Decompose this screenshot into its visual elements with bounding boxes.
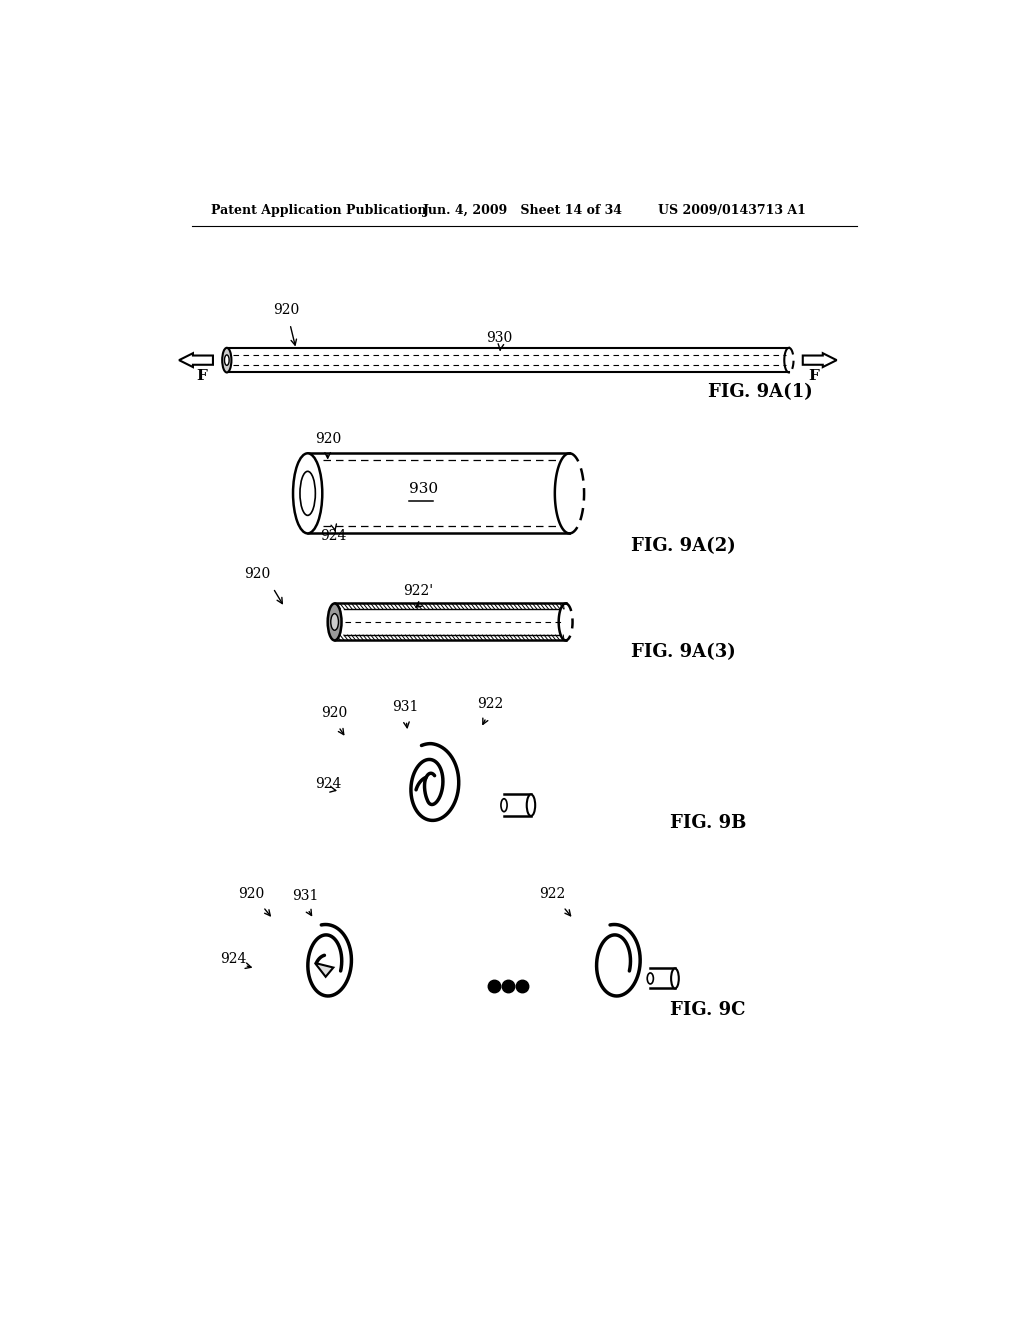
Text: 920: 920	[315, 433, 342, 446]
Text: 920: 920	[245, 568, 270, 581]
Ellipse shape	[671, 969, 679, 989]
Text: FIG. 9A(3): FIG. 9A(3)	[631, 643, 736, 661]
Text: 924: 924	[319, 529, 346, 544]
Text: 920: 920	[273, 304, 299, 317]
Text: 922': 922'	[403, 583, 433, 598]
Polygon shape	[314, 962, 334, 977]
Text: 931: 931	[392, 700, 419, 714]
Text: F: F	[808, 370, 819, 383]
Text: 930: 930	[486, 331, 513, 345]
FancyArrow shape	[803, 354, 837, 367]
Text: F: F	[197, 370, 208, 383]
Ellipse shape	[293, 453, 323, 533]
Text: Jun. 4, 2009   Sheet 14 of 34: Jun. 4, 2009 Sheet 14 of 34	[423, 205, 624, 218]
Text: 924: 924	[220, 952, 246, 966]
Ellipse shape	[328, 603, 342, 640]
Text: FIG. 9C: FIG. 9C	[670, 1001, 745, 1019]
Ellipse shape	[647, 973, 653, 983]
Ellipse shape	[224, 355, 229, 366]
Text: 924: 924	[315, 777, 342, 791]
Text: 930: 930	[410, 482, 438, 496]
Text: Patent Application Publication: Patent Application Publication	[211, 205, 427, 218]
Ellipse shape	[526, 795, 536, 816]
Ellipse shape	[222, 348, 231, 372]
Text: 920: 920	[322, 706, 348, 721]
Ellipse shape	[501, 799, 507, 812]
Text: 922: 922	[477, 697, 504, 711]
Text: 922: 922	[539, 887, 565, 900]
Text: FIG. 9A(1): FIG. 9A(1)	[708, 383, 813, 401]
FancyArrow shape	[179, 354, 213, 367]
Ellipse shape	[331, 614, 339, 630]
Text: 920: 920	[239, 887, 264, 900]
Text: FIG. 9A(2): FIG. 9A(2)	[631, 537, 736, 556]
Text: US 2009/0143713 A1: US 2009/0143713 A1	[658, 205, 806, 218]
Text: 931: 931	[292, 888, 318, 903]
Text: FIG. 9B: FIG. 9B	[670, 814, 745, 833]
Ellipse shape	[300, 471, 315, 515]
